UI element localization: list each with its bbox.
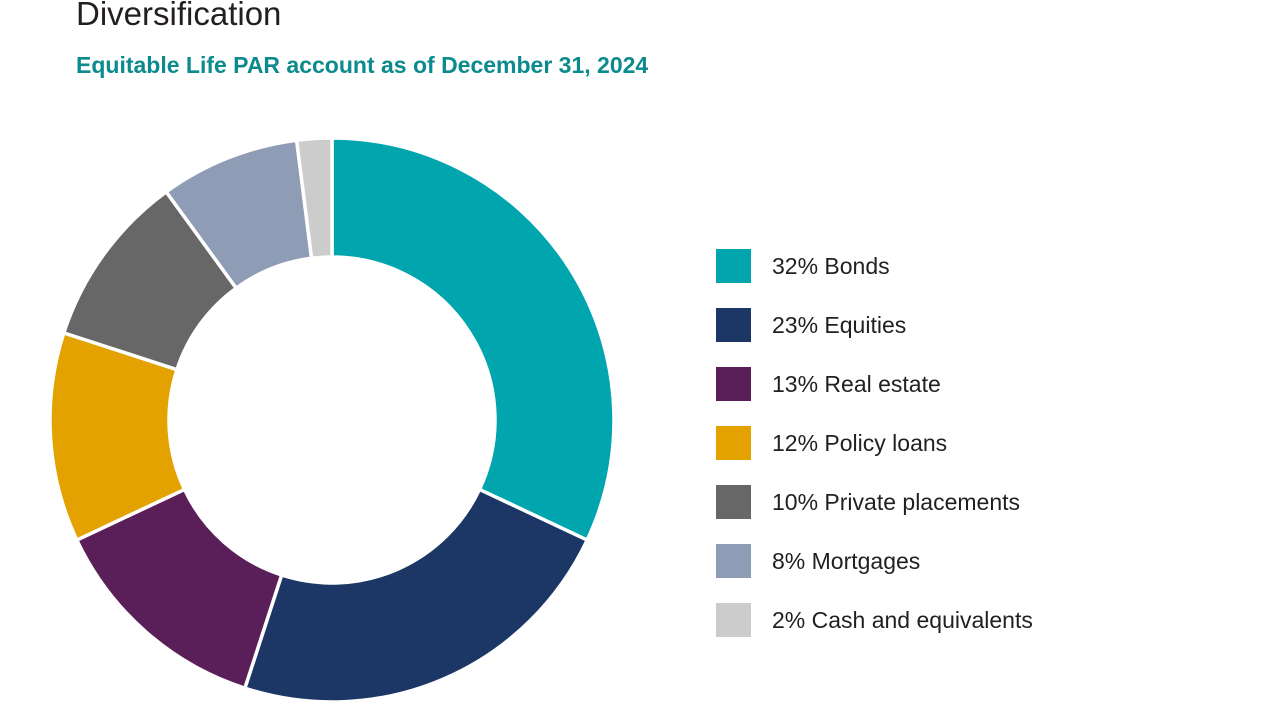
donut-slice-equities — [242, 487, 590, 704]
donut-chart — [48, 136, 616, 704]
legend-swatch-cash — [716, 603, 751, 637]
donut-slice-bonds — [330, 136, 616, 543]
legend-label-real-estate: 13% Real estate — [772, 371, 941, 397]
legend-label-mortgages: 8% Mortgages — [772, 548, 921, 574]
legend-label-bonds: 32% Bonds — [772, 253, 890, 279]
legend-swatch-real-estate — [716, 367, 751, 401]
legend-label-equities: 23% Equities — [772, 312, 907, 338]
chart-title: Diversification — [76, 0, 282, 32]
legend-item-policy-loans: 12% Policy loans — [716, 425, 1033, 484]
legend-swatch-policy-loans — [716, 426, 751, 460]
donut-slice-cash — [294, 136, 334, 261]
legend-item-real-estate: 13% Real estate — [716, 366, 1033, 425]
chart-legend: 32% Bonds 23% Equities 13% Real estate 1… — [716, 248, 1033, 661]
legend-item-private-placements: 10% Private placements — [716, 484, 1033, 543]
chart-subtitle: Equitable Life PAR account as of Decembe… — [76, 52, 649, 78]
legend-swatch-equities — [716, 308, 751, 342]
legend-item-bonds: 32% Bonds — [716, 248, 1033, 307]
legend-item-cash: 2% Cash and equivalents — [716, 602, 1033, 661]
legend-swatch-private-placements — [716, 485, 751, 519]
legend-label-cash: 2% Cash and equivalents — [772, 607, 1033, 633]
legend-label-private-placements: 10% Private placements — [772, 489, 1021, 515]
legend-swatch-bonds — [716, 249, 751, 283]
legend-item-equities: 23% Equities — [716, 307, 1033, 366]
legend-swatch-mortgages — [716, 544, 751, 578]
legend-item-mortgages: 8% Mortgages — [716, 543, 1033, 602]
legend-label-policy-loans: 12% Policy loans — [772, 430, 948, 456]
